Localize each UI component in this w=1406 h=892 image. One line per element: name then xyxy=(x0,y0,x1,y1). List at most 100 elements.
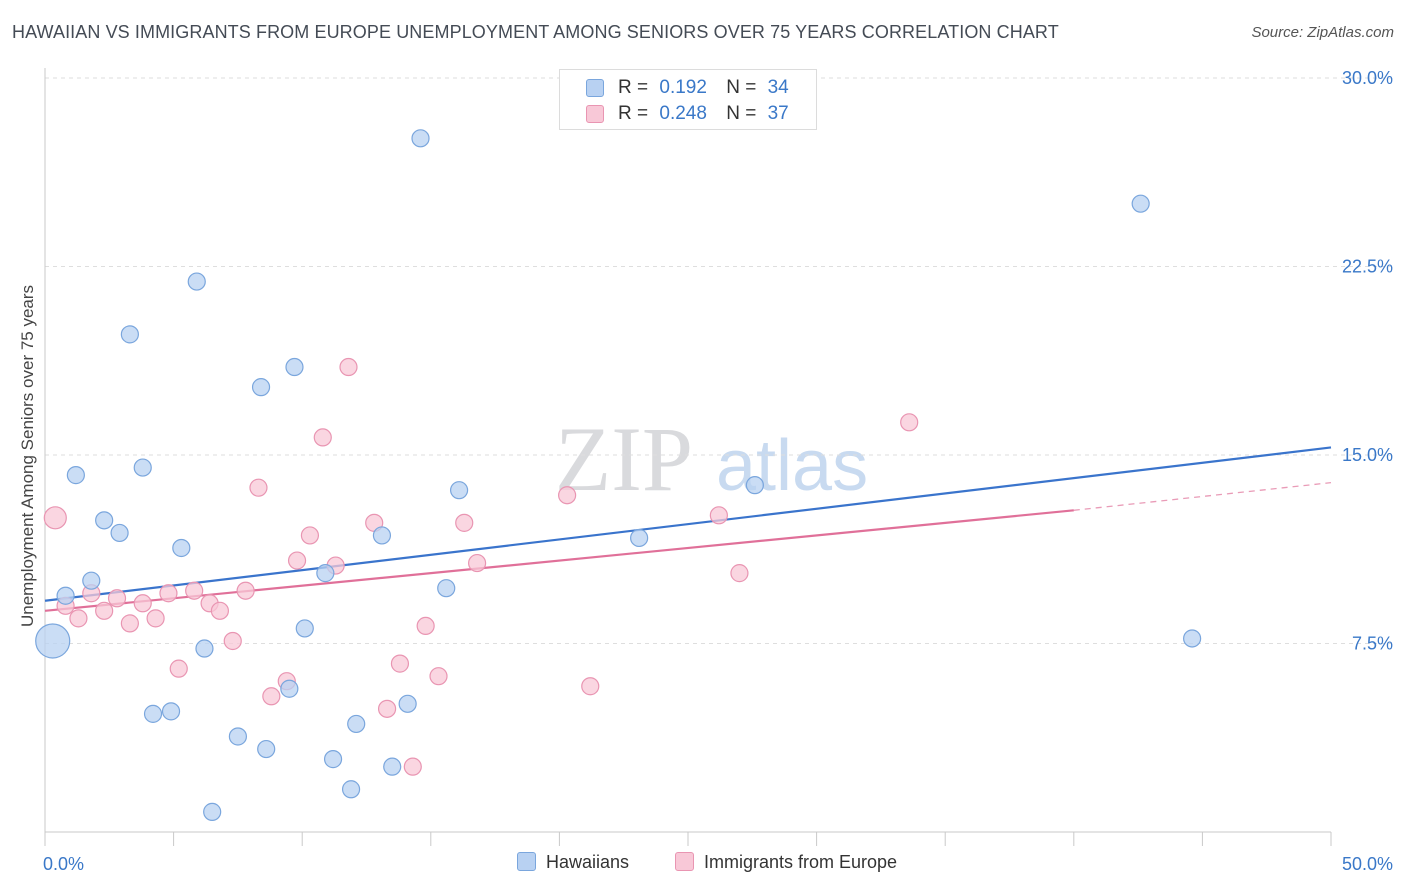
y-tick-label: 30.0% xyxy=(1342,68,1393,88)
hawaiians-point xyxy=(82,571,101,590)
hawaiians-point xyxy=(295,619,314,638)
y-tick-label: 7.5% xyxy=(1352,634,1393,654)
europe-point xyxy=(236,581,255,600)
europe-point xyxy=(159,584,178,603)
hawaiians-point xyxy=(398,694,417,713)
europe-point xyxy=(416,616,435,636)
hawaiians-swatch xyxy=(586,79,604,97)
x-tick-label: 50.0% xyxy=(1342,854,1393,874)
europe-point xyxy=(300,526,320,545)
y-tick-label: 22.5% xyxy=(1342,257,1393,277)
hawaiians-point xyxy=(745,476,764,495)
hawaiians-point xyxy=(195,639,214,658)
hawaiians-point xyxy=(347,714,366,734)
hawaiians-point xyxy=(143,704,163,723)
r-value: 0.192 xyxy=(659,77,707,98)
europe-point xyxy=(467,553,487,573)
hawaiians-point xyxy=(133,458,152,477)
hawaiians-point xyxy=(630,528,649,548)
europe-trend-extension xyxy=(1073,482,1332,511)
n-value: 34 xyxy=(767,77,789,98)
hawaiians-point xyxy=(1183,629,1202,648)
europe-point xyxy=(185,581,204,600)
europe-point xyxy=(403,757,422,776)
europe-point xyxy=(900,413,919,432)
data-points xyxy=(35,129,1202,821)
trend-lines xyxy=(44,446,1332,612)
europe-point xyxy=(581,677,600,696)
x-tick-label: 0.0% xyxy=(43,854,84,874)
europe-point xyxy=(339,357,358,377)
gridlines xyxy=(45,77,1392,644)
y-axis-label: Unemployment Among Seniors over 75 years xyxy=(18,285,37,627)
hawaiians-point xyxy=(203,802,222,821)
tick-labels: 7.5% 15.0% 22.5% 30.0% 0.0% 50.0% xyxy=(43,68,1393,874)
europe-point xyxy=(43,506,67,530)
hawaiians-trend-line xyxy=(44,446,1332,602)
europe-point xyxy=(223,631,242,651)
n-label: N = xyxy=(726,77,757,98)
europe-point xyxy=(133,594,152,613)
legend-item-europe[interactable]: Immigrants from Europe xyxy=(675,852,897,873)
hawaiians-swatch xyxy=(517,852,536,871)
europe-point xyxy=(429,667,448,686)
hawaiians-point xyxy=(228,727,247,746)
hawaiians-point xyxy=(251,378,271,397)
hawaiians-point xyxy=(257,739,276,759)
hawaiians-point xyxy=(187,272,206,291)
europe-point xyxy=(455,513,474,532)
hawaiians-point xyxy=(172,538,191,558)
hawaiians-point xyxy=(285,357,304,377)
hawaiians-point xyxy=(316,564,335,583)
hawaiians-point xyxy=(95,511,114,530)
watermark: ZIP atlas xyxy=(555,408,868,510)
hawaiians-point xyxy=(35,623,71,659)
europe-point xyxy=(146,609,165,628)
europe-point xyxy=(169,659,188,678)
n-label: N = xyxy=(726,103,757,124)
hawaiians-point xyxy=(341,780,361,799)
hawaiians-point xyxy=(323,750,343,769)
n-value: 37 xyxy=(767,103,789,124)
europe-point xyxy=(558,486,577,505)
europe-point xyxy=(120,614,139,633)
legend-text: R = 0.192 N = 34 xyxy=(618,77,789,99)
legend-item-hawaiians[interactable]: Hawaiians xyxy=(517,852,629,873)
chart-source: Source: ZipAtlas.com xyxy=(1251,24,1394,41)
hawaiians-point xyxy=(161,702,181,721)
europe-point xyxy=(249,478,268,497)
europe-point xyxy=(313,428,332,447)
europe-point xyxy=(95,601,114,620)
europe-point xyxy=(390,654,410,673)
chart-title: HAWAIIAN VS IMMIGRANTS FROM EUROPE UNEMP… xyxy=(12,22,1059,42)
europe-point xyxy=(709,506,728,525)
hawaiians-point xyxy=(56,586,75,605)
legend-label: Immigrants from Europe xyxy=(704,852,898,872)
hawaiians-point xyxy=(110,523,129,543)
axes xyxy=(44,68,1332,846)
hawaiians-point xyxy=(383,757,402,776)
europe-point xyxy=(287,551,307,570)
hawaiians-point xyxy=(411,129,430,148)
europe-swatch xyxy=(586,105,604,123)
r-value: 0.248 xyxy=(659,103,707,124)
europe-point xyxy=(69,609,88,628)
hawaiians-point xyxy=(280,679,299,698)
europe-point xyxy=(210,601,229,620)
europe-point xyxy=(262,687,281,706)
legend-label: Hawaiians xyxy=(546,852,630,872)
europe-point xyxy=(107,589,127,608)
hawaiians-point xyxy=(1131,194,1150,213)
hawaiians-point xyxy=(120,325,139,344)
legend-text: R = 0.248 N = 37 xyxy=(618,103,789,125)
r-label: R = xyxy=(618,77,649,98)
europe-swatch xyxy=(675,852,694,871)
watermark-zip: ZIP xyxy=(555,408,693,510)
correlation-legend: R = 0.192 N = 34 R = 0.248 N = 37 xyxy=(559,69,817,130)
hawaiians-point xyxy=(372,526,392,545)
r-label: R = xyxy=(618,103,649,124)
hawaiians-point xyxy=(449,481,469,500)
europe-trend-line xyxy=(44,509,1074,612)
hawaiians-point xyxy=(437,579,456,598)
